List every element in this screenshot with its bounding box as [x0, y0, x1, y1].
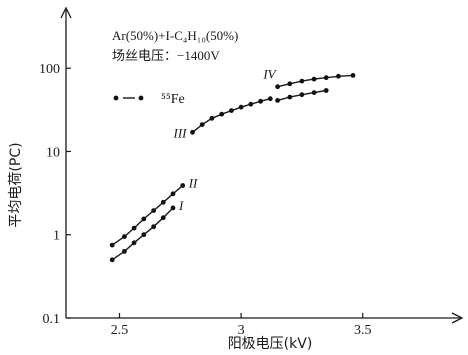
series-4-point-0 [275, 98, 280, 103]
series-2-point-5 [238, 104, 244, 110]
legend-marker-1 [113, 95, 119, 101]
series-0-point-2 [131, 240, 137, 246]
x-axis-arrow [451, 312, 464, 324]
series-4-point-2 [299, 92, 305, 98]
series-0-point-0 [109, 257, 115, 263]
annotation-field-wire-voltage: 场丝电压：−1400V [112, 48, 220, 63]
legend-marker-2 [138, 95, 144, 101]
annotation-gas-mixture: Ar(50%)+I-C₄H₁₀(50%) [112, 28, 238, 43]
series-2-point-6 [248, 101, 254, 107]
series-4-point-3 [311, 90, 317, 95]
series-1-point-6 [170, 191, 176, 197]
series-4-point-1 [287, 94, 293, 100]
legend-label: ⁵⁵Fe [161, 92, 185, 107]
series-3-point-2 [299, 78, 305, 84]
series-3-point-6 [350, 73, 356, 78]
series-1-point-0 [109, 242, 115, 248]
series-1-point-3 [141, 216, 147, 222]
series-3: IV [262, 67, 356, 90]
series-4 [275, 88, 329, 103]
series-0-point-5 [160, 215, 166, 221]
labels: Ar(50%)+I-C₄H₁₀(50%) 场丝电压：−1400V ⁵⁵Fe 阳极… [8, 28, 312, 352]
y-tick-label-2: 10 [46, 145, 60, 160]
series-1-point-1 [122, 234, 127, 240]
y-tick-label-0: 0.1 [43, 312, 61, 327]
series-2: III [173, 96, 273, 140]
series-4-point-4 [323, 88, 329, 93]
series-label-iii: III [173, 125, 188, 140]
legend: ⁵⁵Fe [113, 92, 185, 107]
series-label-i: I [178, 198, 184, 213]
series-1-point-4 [151, 208, 157, 214]
series-1: II [109, 176, 198, 248]
series-1-point-7 [180, 183, 186, 188]
series-3-point-3 [311, 76, 317, 82]
series-3-point-0 [275, 84, 280, 90]
ticks: 2.5 3 3.5 0.1 1 10 100 [39, 62, 371, 338]
series-2-line [192, 98, 271, 133]
series-2-point-4 [229, 108, 234, 113]
series-1-point-2 [131, 225, 137, 231]
series-3-point-1 [287, 81, 293, 87]
series-0-point-3 [141, 232, 147, 238]
x-tick-label-1: 3 [238, 323, 245, 338]
y-tick-label-3: 100 [39, 62, 60, 77]
series-1-point-5 [160, 199, 166, 205]
y-axis-arrow [60, 6, 72, 19]
x-tick-label-0: 2.5 [111, 323, 129, 338]
series-0-point-6 [170, 205, 176, 211]
series-0-point-1 [122, 249, 127, 254]
series-label-iv: IV [262, 67, 277, 82]
series-0-point-4 [151, 224, 157, 230]
axes [60, 6, 464, 324]
series-2-point-8 [267, 96, 273, 102]
series-2-point-2 [209, 115, 215, 121]
series-2-point-0 [190, 129, 195, 135]
y-tick-label-1: 1 [53, 229, 60, 244]
series-2-point-7 [258, 98, 263, 104]
series-2-point-1 [199, 122, 205, 127]
series-2-point-3 [219, 111, 225, 117]
y-axis-label: 平均电荷(PC) [8, 142, 24, 227]
x-tick-label-2: 3.5 [354, 323, 372, 338]
series-label-ii: II [188, 176, 198, 191]
series-0: I [109, 198, 184, 263]
x-axis-label: 阳极电压(kV) [228, 336, 313, 352]
series-3-point-4 [323, 75, 329, 81]
series-3-point-5 [336, 73, 341, 79]
